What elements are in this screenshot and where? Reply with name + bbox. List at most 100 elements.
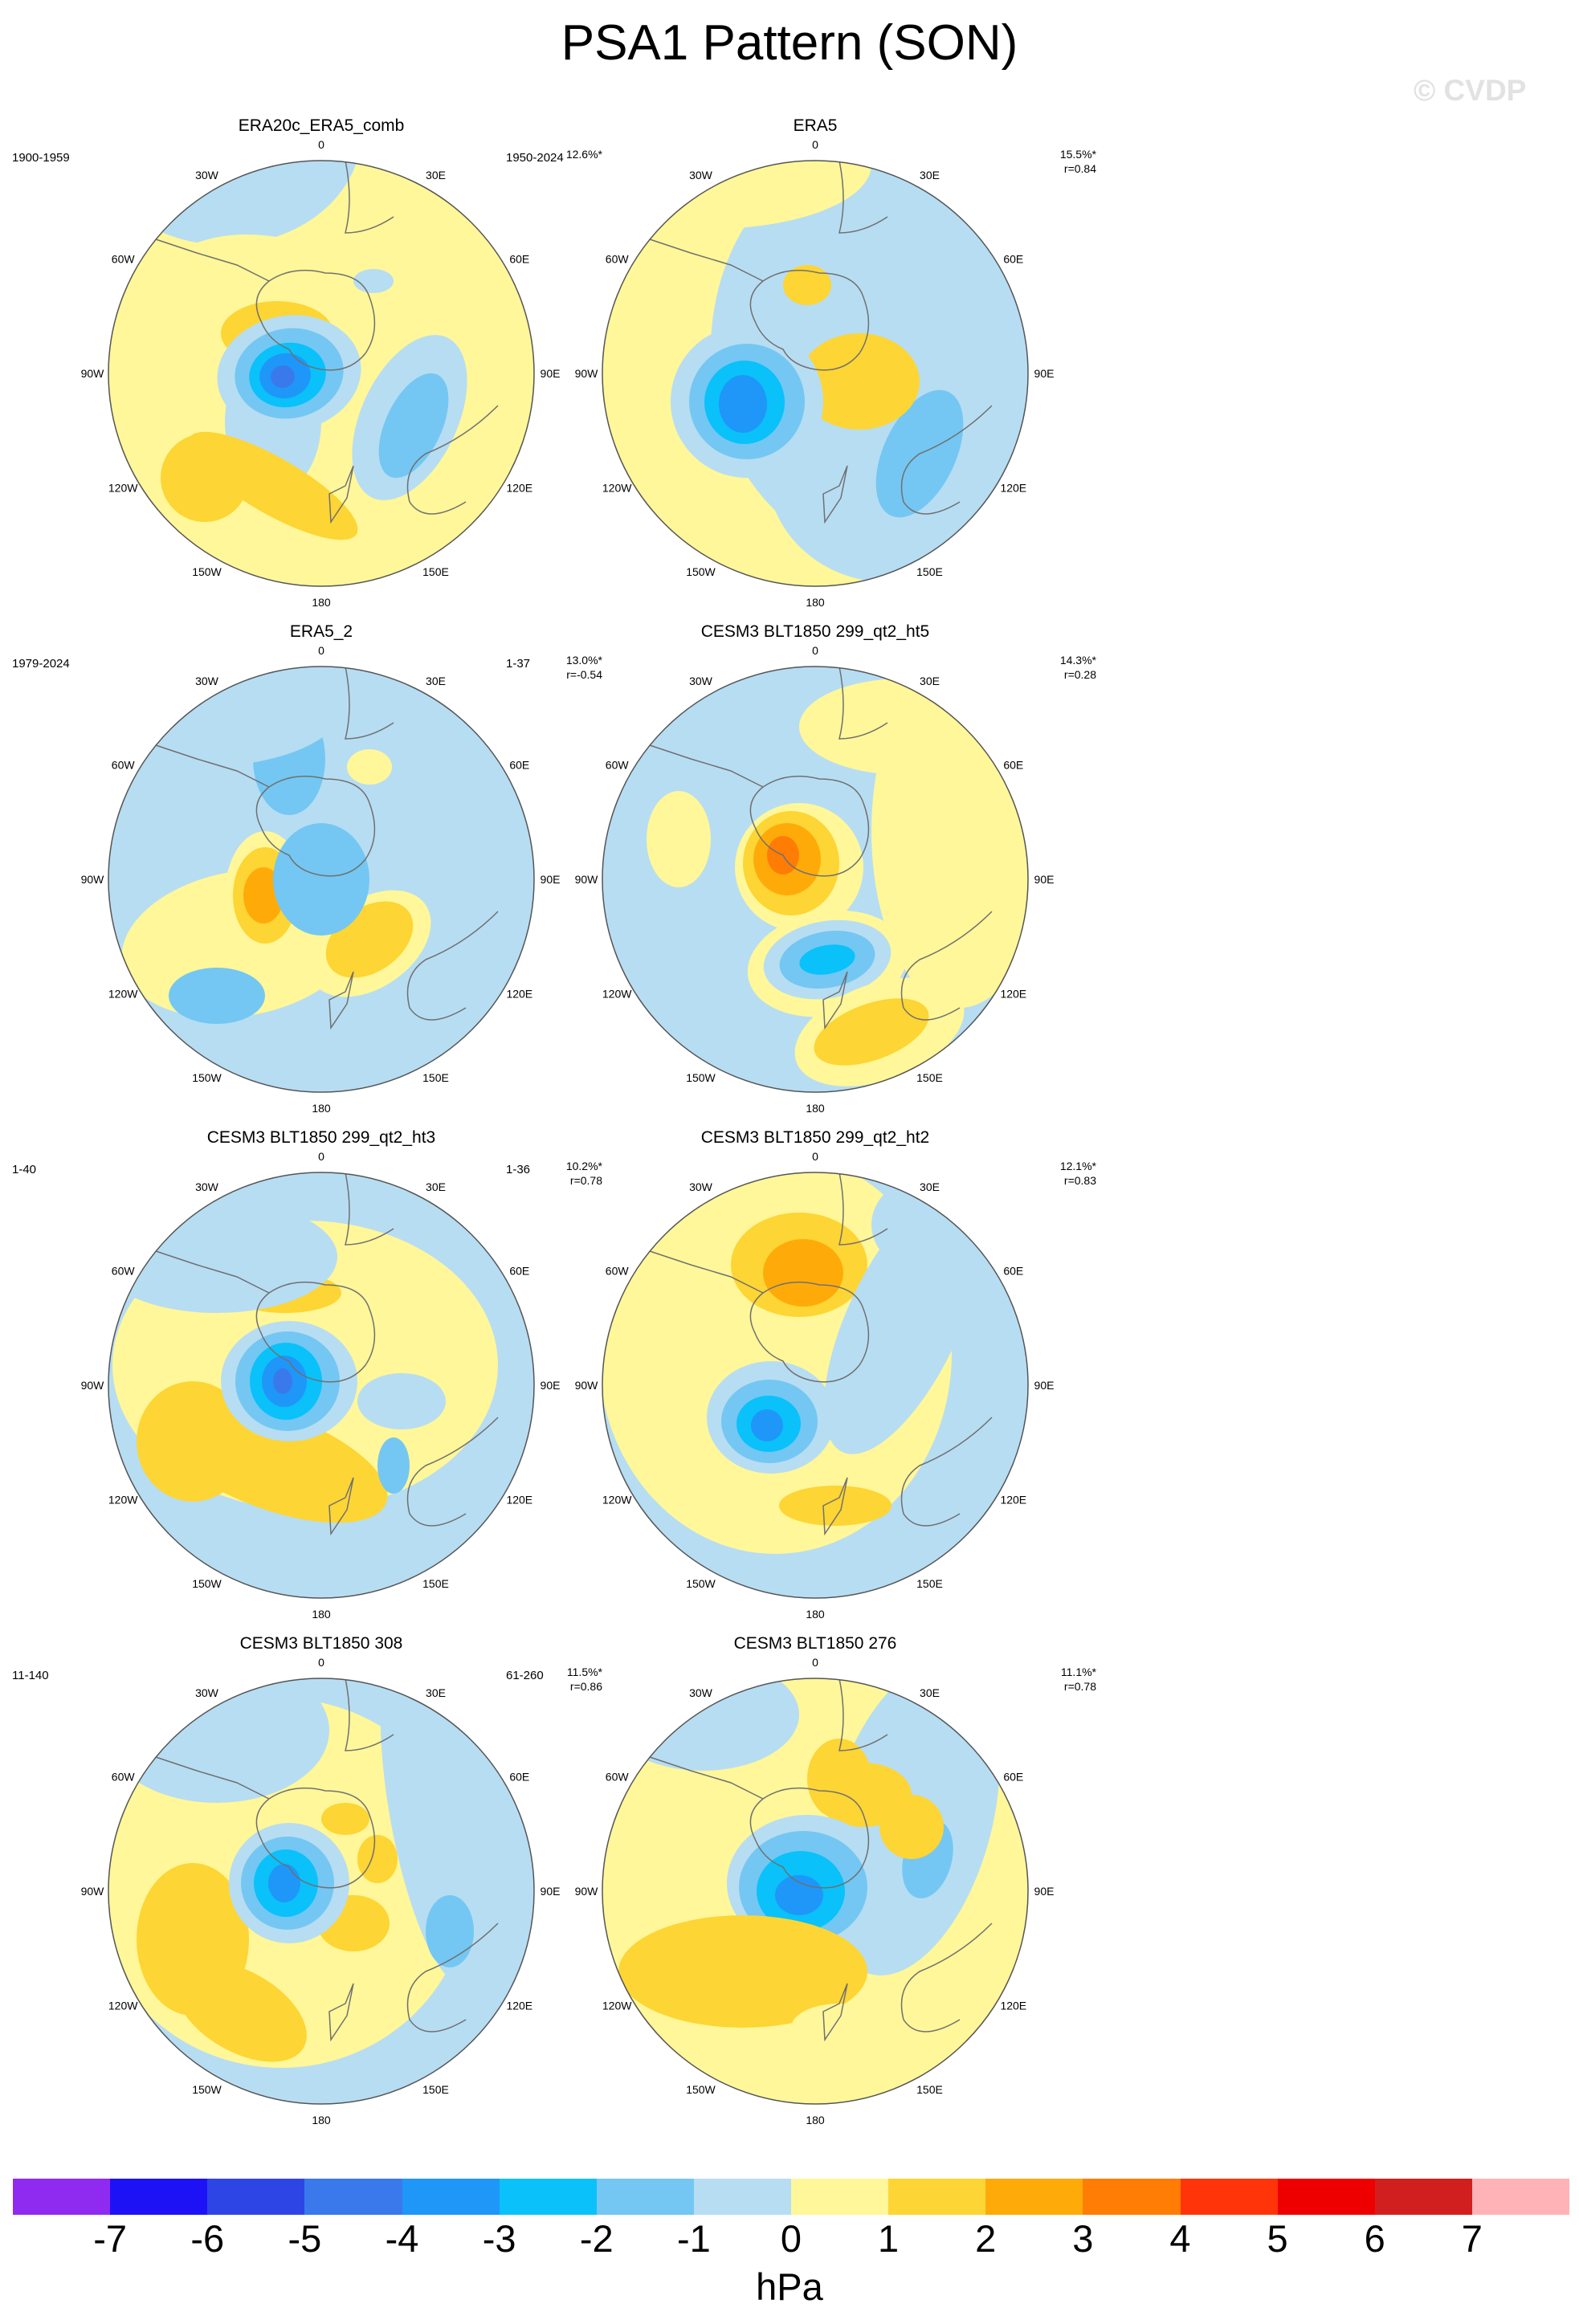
map-boundary [108,666,535,1093]
colorbar-swatch [499,2179,597,2215]
anomaly-contour [108,667,345,767]
anomaly-contour [357,1373,446,1429]
anomaly-contour [791,2004,887,2052]
colorbar-swatch [596,2179,694,2215]
panel-years: 1-40 [12,1163,37,1176]
longitude-label: 30W [195,169,219,181]
anomaly-contour [108,1201,337,1313]
anomaly-contour [426,1895,474,1967]
longitude-label: 120W [602,2000,632,2012]
anomaly-contour [799,944,855,975]
colorbar-swatch [791,2179,889,2215]
coastline [822,1477,848,1536]
anomaly-contour [273,1368,292,1394]
panel-variance: 11.1%* r=0.78 [976,1665,1096,1694]
longitude-label: 60E [509,1771,529,1784]
longitude-label: 150E [422,1577,449,1590]
panel-variance: 10.2%* r=0.78 [482,1159,602,1188]
colorbar-tick-label: 5 [1267,2217,1288,2260]
longitude-label: 180 [312,2114,331,2126]
panel-variance: 15.5%* r=0.84 [976,147,1096,176]
pattern-correlation: r=0.86 [569,1680,602,1693]
anomaly-contour [763,1239,843,1307]
panel-years: 11-140 [12,1669,49,1682]
anomaly-contour [380,1678,488,1985]
coastline [822,971,848,1030]
coastline [838,1678,888,1751]
coastline [345,667,394,740]
polar-map: 0 30E 60E 90E 120E 150E 180 150W 120W 90W 60W 30W [81,1150,561,1621]
longitude-label: 60E [509,1265,529,1278]
longitude-label: 120E [1000,482,1026,495]
anomaly-contour [169,968,265,1024]
colorbar [13,2179,1569,2215]
coastline [406,405,499,515]
panel-years: 1979-2024 [12,657,70,671]
variance-pct: 15.5%* [1059,148,1096,161]
colorbar-tick-label: -3 [482,2217,516,2260]
longitude-label: 30W [689,1686,713,1699]
anomaly-contour [719,375,767,433]
colorbar-swatch [888,2179,986,2215]
longitude-label: 0 [318,1150,324,1163]
coastline [749,1281,870,1383]
coastline [406,1417,499,1527]
colorbar-swatch [402,2179,500,2215]
colorbar-swatch [1083,2179,1181,2215]
longitude-label: 90E [1034,873,1055,886]
longitude-label: 180 [312,1608,331,1621]
longitude-label: 120W [108,2000,138,2012]
colorbar-swatch [110,2179,208,2215]
colorbar-tick-label: 2 [975,2217,997,2260]
coastline [838,1172,888,1246]
longitude-label: 30E [920,1180,940,1193]
longitude-label: 150E [422,2083,449,2096]
coastline [749,1787,870,1889]
longitude-label: 0 [318,1656,324,1669]
map-panel: CESM3 BLT1850 308 11-140 11.5%* r=0.86 0 30E 6… [0,1634,723,2148]
variance-pct: 12.6%* [565,148,602,161]
longitude-label: 30E [426,1180,446,1193]
anomaly-contour [783,265,831,305]
colorbar-tick-label: -2 [579,2217,614,2260]
longitude-label: 120W [602,1494,632,1507]
longitude-label: 180 [806,1102,825,1115]
colorbar-swatch [1374,2179,1472,2215]
longitude-label: 0 [812,1150,818,1163]
longitude-label: 30W [689,1180,713,1193]
colorbar-swatch [693,2179,791,2215]
pattern-correlation: r=0.83 [1063,1174,1096,1187]
colorbar-swatch [13,2179,111,2215]
longitude-label: 120E [506,2000,532,2012]
map-boundary [602,1172,1029,1599]
panel-variance: 12.6%* [482,147,602,161]
panel-years: 1950-2024 [506,151,564,165]
longitude-label: 60W [112,759,136,772]
anomaly-contour [879,1795,944,1859]
longitude-label: 90E [541,873,561,886]
variance-pct: 12.1%* [1059,1160,1096,1172]
longitude-label: 120E [506,1494,532,1507]
map-boundary [602,1678,1029,2105]
coastline [328,1477,354,1536]
colorbar-swatch [985,2179,1083,2215]
longitude-label: 120E [506,988,532,1001]
longitude-label: 90E [1034,367,1055,380]
longitude-label: 90W [81,1379,105,1392]
coastline [838,161,888,234]
polar-map: 0 30E 60E 90E 120E 150E 180 150W 120W 90W 60W 30W [81,1656,561,2126]
anomaly-contour [158,1400,388,1523]
panel-title: CESM3 BLT1850 299_qt2_ht5 [700,622,930,641]
coastline [838,667,888,740]
polar-map: 0 30E 60E 90E 120E 150E 180 150W 120W 90W 60W 30W [575,644,1055,1115]
longitude-label: 30W [689,675,713,687]
longitude-label: 120E [506,482,532,495]
colorbar-tick-label: -4 [385,2217,419,2260]
longitude-label: 30E [426,1686,446,1699]
map-boundary [108,1172,535,1599]
longitude-label: 180 [806,2114,825,2126]
panel-years: 1-36 [506,1163,531,1176]
longitude-label: 90W [575,367,599,380]
coastline [822,465,848,524]
longitude-label: 90W [81,367,105,380]
